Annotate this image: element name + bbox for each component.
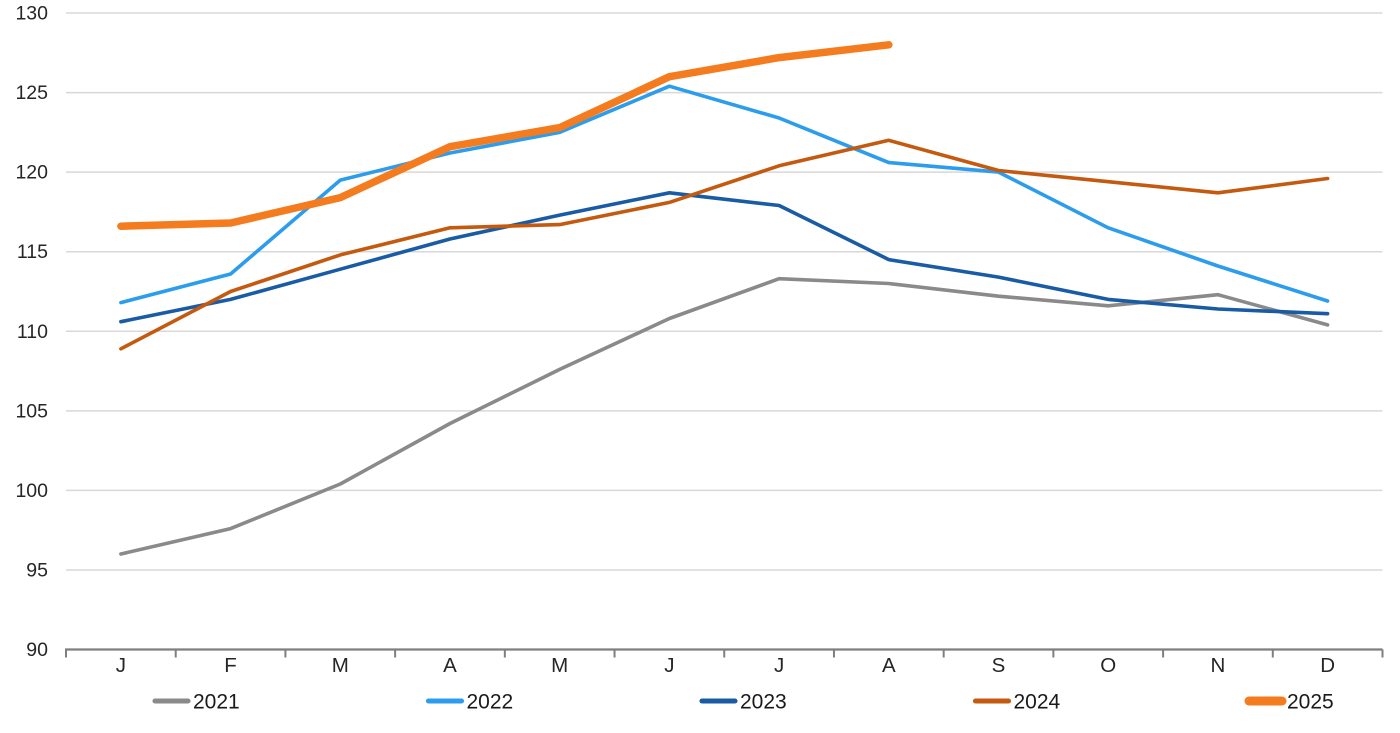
x-axis-label-month-1: J — [116, 654, 126, 677]
series-line-2021 — [119, 276, 1330, 556]
x-axis-label-month-12: D — [1320, 654, 1335, 677]
y-axis-label-110: 110 — [17, 321, 48, 343]
x-axis-label-month-2: F — [224, 654, 237, 677]
legend-label-2023: 2023 — [740, 691, 787, 714]
x-axis-label-month-10: O — [1100, 654, 1116, 677]
y-axis-label-130: 130 — [15, 3, 48, 25]
y-axis-label-100: 100 — [15, 480, 48, 502]
series-line-2023 — [119, 191, 1330, 324]
legend-label-2024: 2024 — [1014, 691, 1061, 714]
series-line-2022 — [119, 84, 1330, 305]
y-axis-label-120: 120 — [15, 162, 48, 184]
x-axis-label-month-8: A — [882, 654, 896, 677]
y-axis-label-125: 125 — [15, 82, 48, 104]
x-axis-label-month-5: M — [551, 654, 568, 677]
y-axis-label-105: 105 — [15, 400, 48, 422]
x-axis-label-month-9: S — [992, 654, 1006, 677]
x-axis-label-month-4: A — [443, 654, 457, 677]
x-axis-label-month-11: N — [1211, 654, 1226, 677]
legend-label-2022: 2022 — [467, 691, 514, 714]
series-line-2025 — [117, 41, 893, 230]
legend-label-2021: 2021 — [193, 691, 240, 714]
y-axis-label-115: 115 — [17, 241, 48, 263]
y-axis-label-95: 95 — [26, 559, 48, 581]
series-line-2024 — [119, 138, 1330, 351]
x-axis-label-month-7: J — [774, 654, 784, 677]
x-axis-label-month-6: J — [664, 654, 674, 677]
legend-label-2025: 2025 — [1287, 691, 1334, 714]
y-axis-label-90: 90 — [26, 639, 48, 661]
x-axis-label-month-3: M — [332, 654, 349, 677]
